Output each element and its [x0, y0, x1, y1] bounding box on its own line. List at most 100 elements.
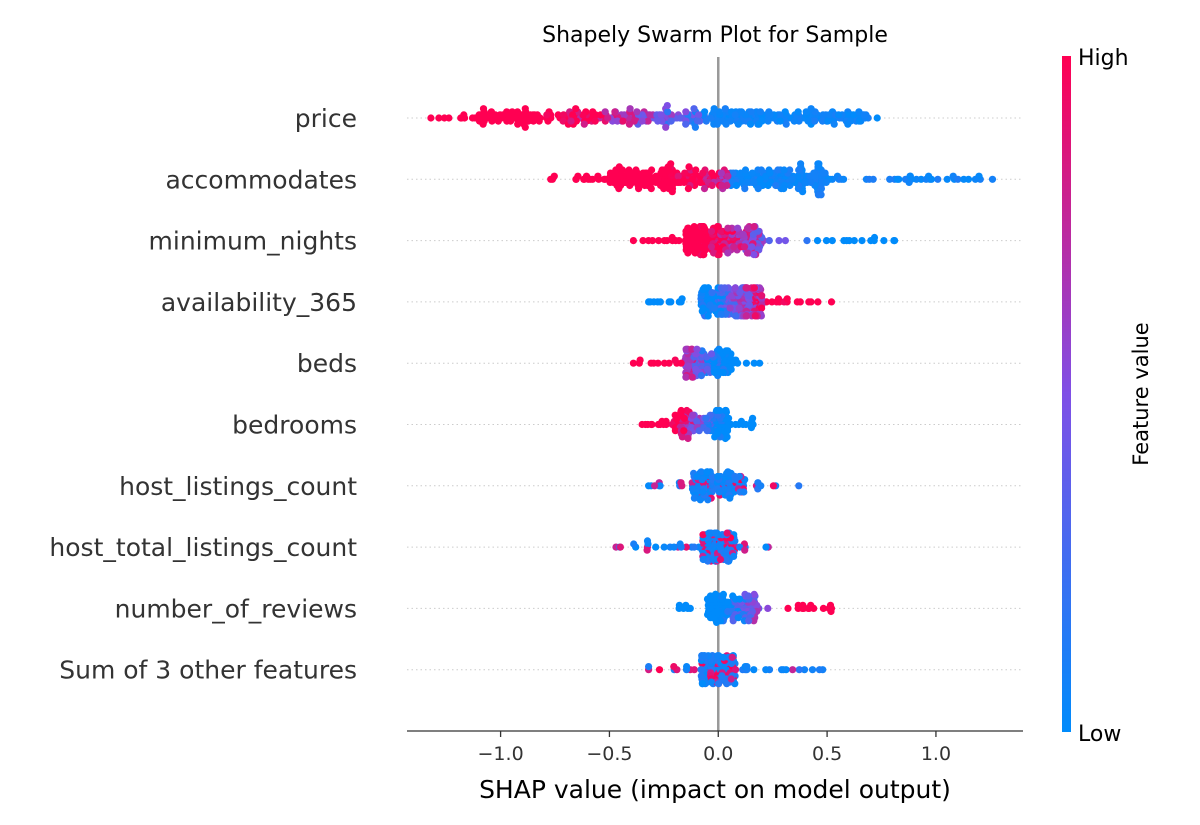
swarm-point	[817, 191, 825, 199]
swarm-point	[954, 175, 962, 183]
swarm-point	[710, 105, 718, 113]
swarm-point	[559, 111, 568, 119]
swarm-point	[580, 120, 588, 128]
swarm-point	[748, 169, 756, 177]
swarm-point	[783, 295, 791, 303]
swarm-point	[521, 123, 529, 131]
swarm-point	[890, 237, 898, 245]
swarm-point	[762, 543, 770, 551]
swarm-point	[717, 310, 725, 318]
swarm-point	[800, 666, 809, 674]
swarm-point	[743, 663, 751, 671]
swarm-point	[757, 482, 765, 490]
swarm-point	[510, 114, 519, 122]
swarm-point	[683, 663, 691, 671]
swarm-point	[481, 111, 489, 119]
swarm-point	[830, 120, 838, 128]
swarm-point	[860, 111, 868, 119]
swarm-point	[691, 123, 700, 131]
swarm-point	[567, 117, 575, 125]
swarm-point	[701, 108, 709, 116]
swarm-point	[611, 169, 619, 177]
swarm-point	[693, 472, 701, 481]
swarm-point	[927, 175, 936, 183]
swarm-point	[745, 617, 753, 625]
swarm-point	[818, 117, 827, 125]
swarm-point	[815, 666, 824, 674]
swarm-point	[440, 114, 448, 122]
swarm-point	[693, 417, 701, 425]
swarm-point	[811, 117, 819, 125]
swarm-point	[800, 604, 808, 613]
chart-title: Shapely Swarm Plot for Sample	[542, 23, 888, 48]
swarm-point	[801, 178, 809, 186]
swarm-point	[646, 111, 654, 119]
swarm-point	[639, 237, 647, 245]
swarm-point	[769, 482, 778, 490]
swarm-point	[697, 468, 705, 476]
swarm-point	[736, 289, 744, 297]
swarm-point	[750, 359, 758, 367]
swarm-point	[643, 537, 652, 545]
swarm-point	[735, 420, 743, 429]
swarm-point	[762, 666, 770, 674]
swarm-point	[740, 488, 748, 496]
swarm-point	[849, 111, 858, 119]
swarm-point	[676, 540, 684, 548]
swarm-point	[850, 237, 858, 245]
swarm-point	[825, 111, 833, 119]
swarm-point	[797, 160, 805, 168]
swarm-point	[724, 224, 732, 232]
swarm-point	[708, 181, 716, 190]
swarm-point	[730, 243, 738, 251]
swarm-point	[514, 120, 522, 128]
swarm-point	[716, 246, 724, 254]
swarm-point	[756, 175, 764, 183]
swarm-point	[870, 233, 879, 242]
swarm-point	[697, 372, 706, 380]
swarm-point	[626, 105, 634, 113]
swarm-point	[638, 117, 646, 125]
swarm-point	[809, 172, 817, 180]
swarm-point	[660, 185, 668, 193]
swarm-point	[724, 607, 732, 616]
swarm-point	[934, 175, 942, 183]
swarm-point	[802, 108, 810, 116]
swarm-point	[722, 555, 730, 564]
swarm-point	[776, 117, 784, 125]
swarm-point	[698, 307, 706, 315]
swarm-point	[713, 607, 721, 616]
swarm-point	[572, 105, 580, 113]
swarm-point	[732, 312, 740, 320]
swarm-point	[790, 117, 798, 125]
colorbar-low-label: Low	[1078, 722, 1121, 747]
swarm-point	[758, 304, 766, 312]
swarm-point	[479, 120, 487, 128]
swarm-point	[639, 169, 647, 177]
swarm-point	[625, 120, 634, 128]
swarm-point	[731, 666, 740, 674]
swarm-point	[804, 117, 812, 125]
swarm-point	[786, 166, 794, 174]
swarm-point	[696, 178, 704, 186]
swarm-point	[671, 427, 680, 435]
swarm-point	[656, 482, 664, 490]
swarm-point	[794, 185, 803, 193]
swarm-point	[654, 117, 662, 125]
swarm-point	[822, 237, 831, 245]
swarm-point	[750, 590, 758, 599]
swarm-point	[748, 243, 756, 251]
swarm-point	[971, 175, 980, 183]
swarm-point	[604, 114, 612, 122]
swarm-point	[724, 468, 732, 476]
swarm-point	[435, 114, 443, 122]
swarm-point	[737, 108, 746, 116]
swarm-point	[717, 169, 726, 177]
swarm-point	[591, 117, 599, 125]
swarm-point	[855, 117, 863, 125]
swarm-point	[765, 237, 773, 245]
swarm-point	[682, 108, 690, 116]
swarm-points	[427, 102, 997, 688]
swarm-point	[521, 105, 529, 113]
swarm-point	[722, 347, 730, 355]
